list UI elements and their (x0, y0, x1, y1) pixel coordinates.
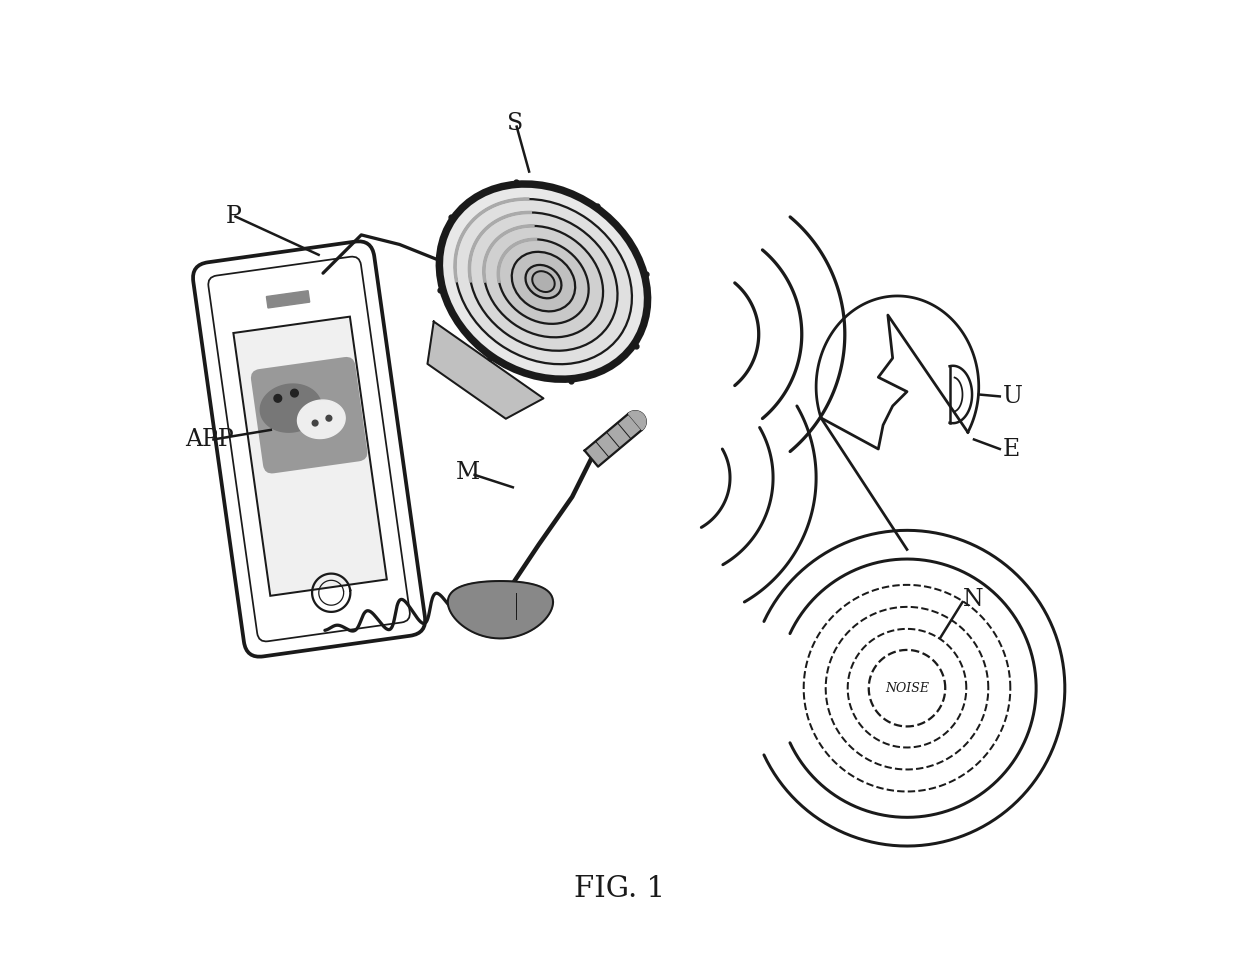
Polygon shape (326, 415, 332, 421)
Text: APP: APP (185, 427, 233, 451)
Ellipse shape (498, 239, 589, 324)
Text: M: M (455, 461, 480, 484)
Ellipse shape (512, 252, 575, 312)
Polygon shape (267, 290, 310, 308)
Ellipse shape (470, 212, 618, 350)
Polygon shape (298, 400, 345, 438)
Polygon shape (629, 411, 646, 429)
Text: S: S (507, 112, 523, 135)
Ellipse shape (532, 271, 554, 292)
Ellipse shape (526, 265, 562, 298)
Text: E: E (1003, 437, 1021, 460)
Ellipse shape (484, 226, 603, 338)
Polygon shape (584, 414, 642, 467)
Polygon shape (428, 321, 543, 419)
Polygon shape (448, 581, 553, 639)
Ellipse shape (455, 199, 632, 364)
Polygon shape (260, 384, 321, 432)
Text: FIG. 1: FIG. 1 (574, 875, 666, 903)
Text: N: N (962, 588, 983, 611)
Polygon shape (312, 420, 317, 426)
Polygon shape (290, 389, 299, 397)
Text: NOISE: NOISE (885, 681, 929, 695)
FancyBboxPatch shape (250, 357, 367, 474)
Text: P: P (226, 205, 242, 228)
Ellipse shape (439, 184, 647, 379)
Polygon shape (274, 395, 281, 402)
Text: U: U (1003, 385, 1023, 408)
FancyBboxPatch shape (193, 241, 425, 656)
FancyBboxPatch shape (233, 317, 387, 595)
